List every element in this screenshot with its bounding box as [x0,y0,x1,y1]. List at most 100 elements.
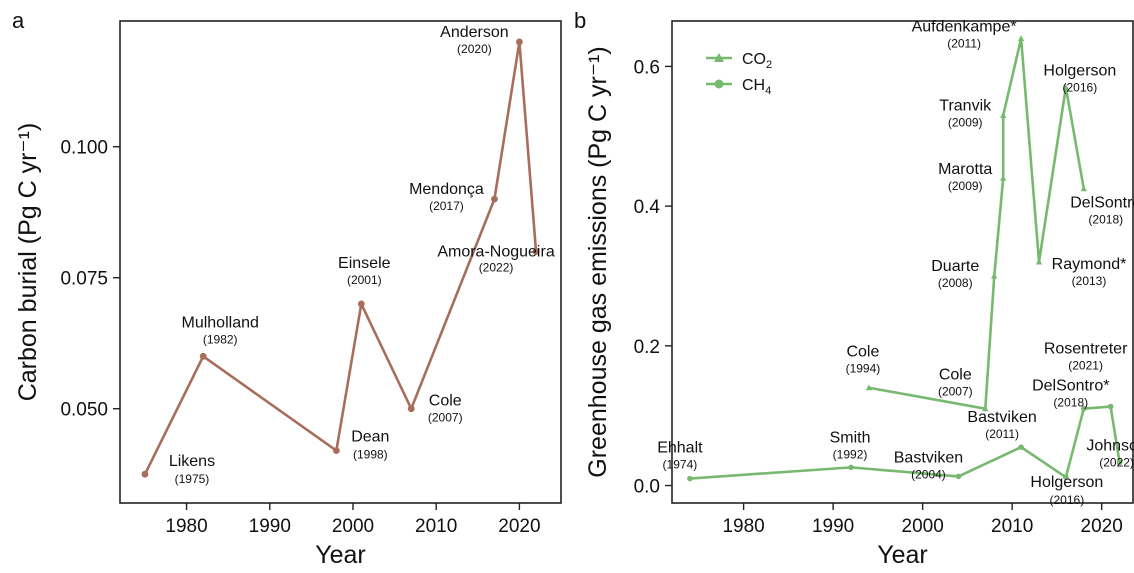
point-annotation-name: Amora-Nogueira [437,244,554,261]
point-annotation-year: (2008) [938,276,973,290]
point-annotation-name: Marotta [938,161,992,178]
series-co2: Cole(1994) Cole(2007)Duarte(2008)Marotta(… [846,18,1134,412]
point-annotation-name: Tranvik [939,97,992,114]
point-annotation-name: Likens [169,453,215,470]
point-annotation-name: Anderson [440,24,509,41]
point-annotation-year: (2013) [1072,274,1107,288]
legend-label: CO2 [742,51,772,71]
x-tick-label: 2000 [332,516,374,537]
panel-a: a 1980 1990 2000 2010 2020 0.050 0.075 0.100 Year… [12,8,562,569]
point-annotation-year: (2011) [947,36,981,50]
point-annotation-name: Holgerson [1030,474,1103,491]
point-annotation-year: (2016) [1050,493,1085,507]
data-point [515,38,523,46]
data-point [1062,84,1070,90]
y-axis-title: Greenhouse gas emissions (Pg C yr⁻¹) [584,46,612,477]
point-annotation-year: (2009) [948,115,983,129]
point-annotation-year: (2021) [1068,359,1103,373]
x-tick-label: 2020 [1081,516,1123,537]
data-point [491,195,498,203]
series-ch4: Ehhalt(1974)Smith(1992) Bastviken(2004)Ba… [657,341,1134,508]
data-point [865,384,873,391]
data-point [1035,258,1043,265]
point-annotation-name: DelSontro* [1032,378,1109,395]
data-point [1018,444,1024,450]
point-annotation-year: (2018) [1053,396,1088,410]
plot-frame [119,20,562,504]
data-point [1116,459,1123,466]
point-annotation-name: Einsele [338,255,391,272]
y-tick-label: 0.6 [634,57,660,78]
data-point [332,447,340,455]
data-point [1017,35,1025,42]
data-point [532,248,540,255]
data-point [1107,403,1114,410]
point-annotation-year: (1998) [353,448,388,462]
y-axis-title: Carbon burial (Pg C yr⁻¹) [14,123,42,402]
y-tick-label: 0.0 [634,477,660,498]
data-point [848,464,854,471]
point-annotation-name: Duarte [931,258,979,275]
point-annotation-year: (2011) [985,427,1019,441]
data-point [955,473,962,480]
data-point [687,475,693,482]
y-tick-label: 0.2 [634,337,660,358]
panel-letter: a [12,8,25,33]
data-point [1000,112,1007,118]
x-tick-label: 2020 [498,516,540,537]
point-annotation-year: (1992) [833,447,868,461]
panel-b: b 1980 1990 2000 2010 2020 0.0 0.2 0.4 0.6 Year Gre… [574,8,1134,569]
point-annotation-year: (2009) [948,179,983,193]
point-annotation-name: Cole [846,344,879,361]
point-annotation-name: Cole [429,393,462,410]
point-annotation-year: (2022) [1099,455,1134,469]
data-point [1000,174,1007,181]
point-annotation-year: (2018) [1088,213,1123,227]
point-annotation-name: DelSontro [1070,195,1134,212]
x-tick-label: 2000 [902,516,944,537]
data-point [199,352,207,360]
point-annotation-year: (2001) [347,273,382,287]
series-s0: Likens (1975) Mulholland(1982) Dean (1998) Ei… [141,24,555,486]
y-tick-label: 0.100 [60,138,108,159]
point-annotation-year: (1974) [663,458,698,472]
panel-letter: b [574,8,586,33]
point-annotation-year: (2020) [457,42,492,56]
point-annotation-year: (1982) [203,332,238,346]
data-point [407,405,415,413]
point-annotation-year: (1994) [846,362,881,376]
point-annotation-name: Raymond* [1052,256,1127,273]
x-tick-label: 2010 [415,516,457,537]
data-point [982,405,989,412]
point-annotation-name: Mendonça [409,181,484,198]
data-point [1080,405,1087,412]
legend-marker [714,79,724,89]
x-tick-label: 1990 [812,516,854,537]
legend-marker [714,53,724,62]
data-point [357,300,365,308]
point-annotation-year: (2007) [938,385,973,399]
data-point [1063,474,1069,480]
point-annotation-name: Holgerson [1043,62,1116,79]
data-point [1080,185,1087,192]
y-tick-label: 0.050 [60,400,108,421]
data-point [141,470,149,478]
x-tick-label: 1990 [249,516,291,537]
point-annotation-year: (2004) [911,467,946,481]
y-tick-label: 0.075 [60,269,108,290]
point-annotation-year: (2007) [428,411,463,425]
point-annotation-year: (2016) [1063,80,1098,94]
x-tick-label: 2010 [991,516,1033,537]
legend-label: CH4 [742,77,771,97]
point-annotation-name: Bastviken [894,449,963,466]
series-line [689,405,1121,480]
point-annotation-name: Johnson [1086,437,1134,454]
point-annotation-name: Dean [351,429,389,446]
point-annotation-name: Rosentreter [1044,341,1128,358]
x-tick-label: 1980 [722,516,764,537]
x-tick-label: 1980 [165,516,207,537]
x-axis-title: Year [877,541,928,568]
data-point [991,272,998,279]
point-annotation-name: Smith [830,429,871,446]
